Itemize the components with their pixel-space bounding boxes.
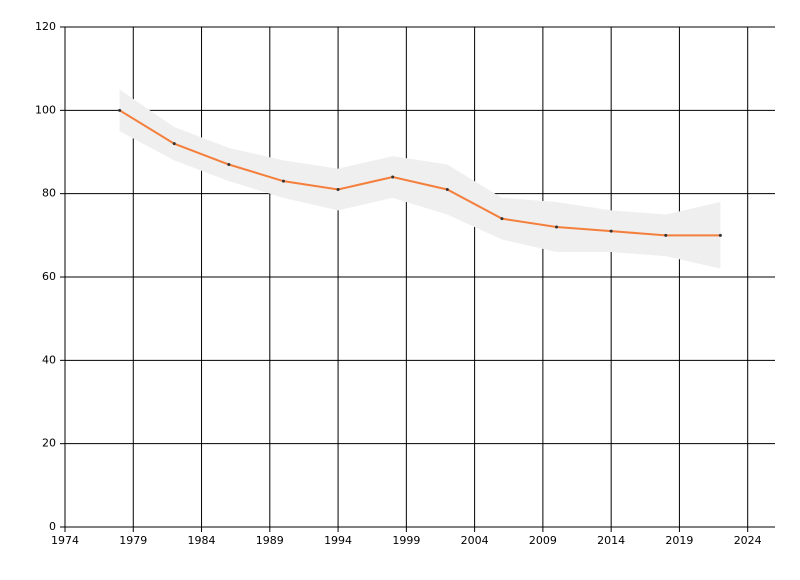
marker (391, 175, 395, 179)
marker (445, 188, 449, 191)
marker (500, 217, 504, 221)
y-tick-label: 80 (42, 187, 56, 200)
line (119, 109, 721, 237)
x-tick-label: 2024 (734, 534, 762, 547)
y-tick-label: 100 (35, 103, 56, 116)
marker (555, 225, 559, 229)
y-tick-label: 0 (49, 520, 56, 533)
x-tick-label: 1999 (392, 534, 420, 547)
y-tick-label: 40 (42, 353, 56, 366)
x-tick-label: 1994 (324, 534, 352, 547)
x-tick-label: 1974 (51, 534, 79, 547)
marker (118, 108, 122, 112)
x-tick-label: 2014 (597, 534, 625, 547)
y-tick-label: 120 (35, 20, 56, 33)
marker (609, 229, 613, 233)
marker (336, 188, 340, 191)
marker (281, 179, 285, 183)
x-tick-label: 1984 (188, 534, 216, 547)
y-tick-label: 20 (42, 437, 56, 450)
marker (664, 233, 668, 237)
marker (718, 233, 722, 237)
x-tick-label: 1989 (256, 534, 284, 547)
marker (227, 163, 231, 166)
x-tick-label: 1979 (119, 534, 147, 547)
marker (172, 142, 176, 146)
x-tick-label: 2004 (461, 534, 489, 547)
y-tick-label: 60 (42, 270, 56, 283)
x-tick-label: 2009 (529, 534, 557, 547)
x-tick-label: 2019 (665, 534, 693, 547)
confidence-band (119, 89, 721, 269)
